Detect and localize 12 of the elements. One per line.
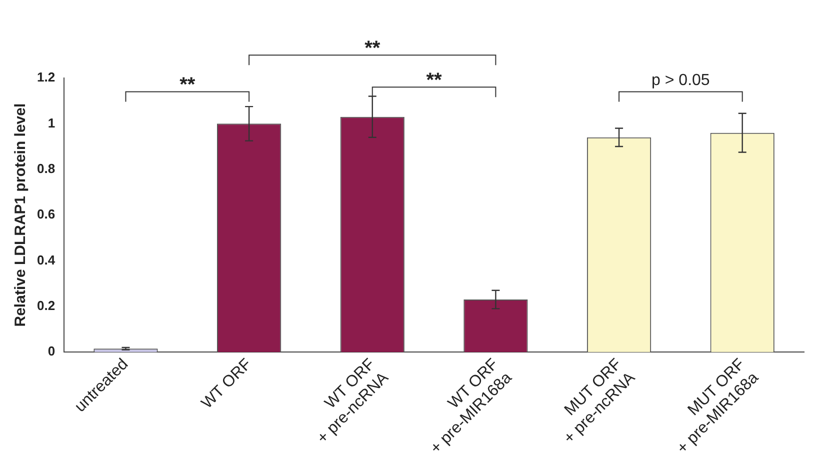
annotation: ** <box>426 70 442 92</box>
y-tick-label: 0.2 <box>36 298 56 313</box>
y-tick-label: 0.6 <box>36 206 56 222</box>
y-tick-label: 0.4 <box>36 252 56 268</box>
y-tick-label: 0 <box>48 344 56 359</box>
y-tick-label: 1 <box>48 115 56 130</box>
text: ** <box>364 38 380 60</box>
annotation: p > 0.05 <box>652 72 710 90</box>
annotation: ** <box>180 74 196 96</box>
y-tick-label: 0.8 <box>36 160 56 176</box>
y-axis-title: Relative LDLRAP1 protein level <box>12 103 30 327</box>
y-tick-label: 1.2 <box>36 70 56 85</box>
